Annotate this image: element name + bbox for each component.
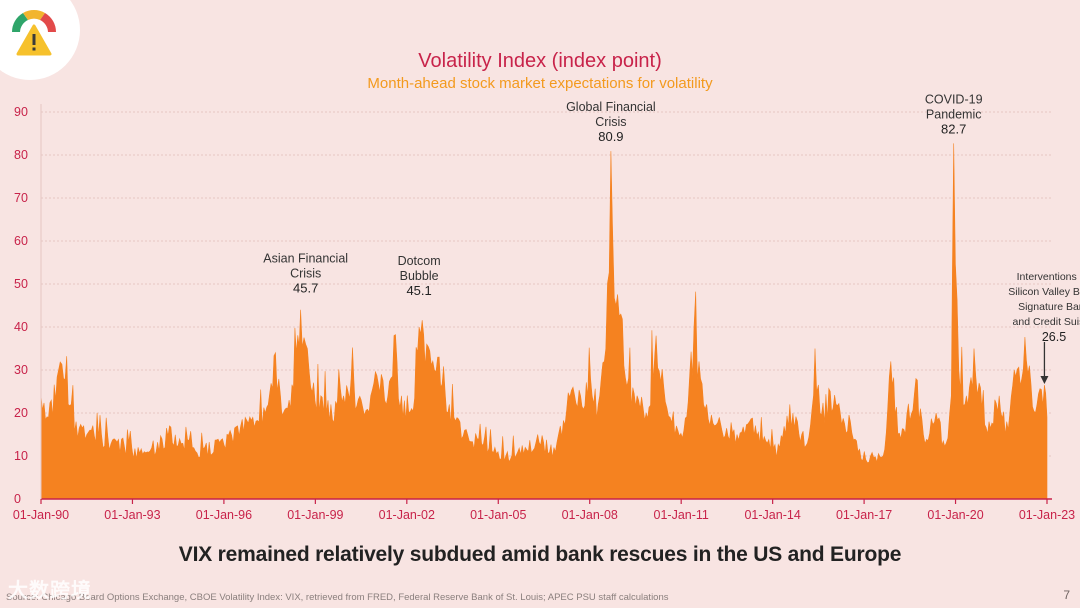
annotation-label: and Credit Suisse xyxy=(1013,316,1080,328)
annotation-label: Pandemic xyxy=(926,107,982,121)
annotation-label: Silicon Valley Bank, xyxy=(1008,286,1080,298)
x-tick-label: 01-Jan-02 xyxy=(379,508,435,522)
annotation-label: COVID-19 xyxy=(925,92,983,106)
watermark-logo: 大数跨境 xyxy=(8,580,92,602)
annotation-label: Signature Bank xyxy=(1018,301,1080,313)
annotation-value: 45.7 xyxy=(293,280,318,295)
annotation-label: Crisis xyxy=(595,115,626,129)
x-tick-label: 01-Jan-14 xyxy=(744,508,800,522)
x-tick-label: 01-Jan-08 xyxy=(562,508,618,522)
x-tick-label: 01-Jan-99 xyxy=(287,508,343,522)
x-tick-label: 01-Jan-20 xyxy=(927,508,983,522)
source-note: Source: Chicago Board Options Exchange, … xyxy=(6,592,669,603)
x-tick-label: 01-Jan-05 xyxy=(470,508,526,522)
y-tick-label: 0 xyxy=(14,492,21,506)
annotation-label: Dotcom xyxy=(398,254,441,268)
annotation-label: Interventions on xyxy=(1017,271,1080,283)
x-tick-label: 01-Jan-96 xyxy=(196,508,252,522)
x-tick-label: 01-Jan-17 xyxy=(836,508,892,522)
y-tick-label: 90 xyxy=(14,105,28,119)
y-tick-label: 30 xyxy=(14,363,28,377)
vix-area-chart: 0 10 20 30 40 50 60 70 80 90 01-Jan-90 01-Jan-93 01-… xyxy=(13,92,1080,522)
chart-subtitle: Month-ahead stock market expectations fo… xyxy=(367,75,713,92)
vix-series-area xyxy=(40,143,1048,500)
y-tick-label: 80 xyxy=(14,148,28,162)
x-tick-label: 01-Jan-90 xyxy=(13,508,69,522)
annotation-value: 26.5 xyxy=(1042,330,1066,344)
annotation-value: 80.9 xyxy=(598,129,623,144)
gauge-warning-icon xyxy=(12,10,56,56)
chart-title: Volatility Index (index point) xyxy=(418,50,662,72)
annotation-arrowhead xyxy=(1040,376,1049,384)
y-tick-label: 20 xyxy=(14,406,28,420)
annotation-label: Bubble xyxy=(400,269,439,283)
annotation-label: Asian Financial xyxy=(263,251,348,265)
x-tick-label: 01-Jan-11 xyxy=(654,508,709,522)
x-tick-label: 01-Jan-93 xyxy=(104,508,160,522)
y-tick-label: 40 xyxy=(14,320,28,334)
chart-caption: VIX remained relatively subdued amid ban… xyxy=(178,543,902,566)
annotation-value: 45.1 xyxy=(406,283,431,298)
annotation-value: 82.7 xyxy=(941,121,966,136)
y-tick-label: 10 xyxy=(14,449,28,463)
annotation-label: Global Financial xyxy=(566,100,656,114)
x-tick-label: 01-Jan-23 xyxy=(1019,508,1075,522)
y-tick-label: 50 xyxy=(14,277,28,291)
y-tick-label: 70 xyxy=(14,191,28,205)
y-tick-label: 60 xyxy=(14,234,28,248)
annotation-label: Crisis xyxy=(290,266,321,280)
page-number: 7 xyxy=(1063,588,1070,602)
